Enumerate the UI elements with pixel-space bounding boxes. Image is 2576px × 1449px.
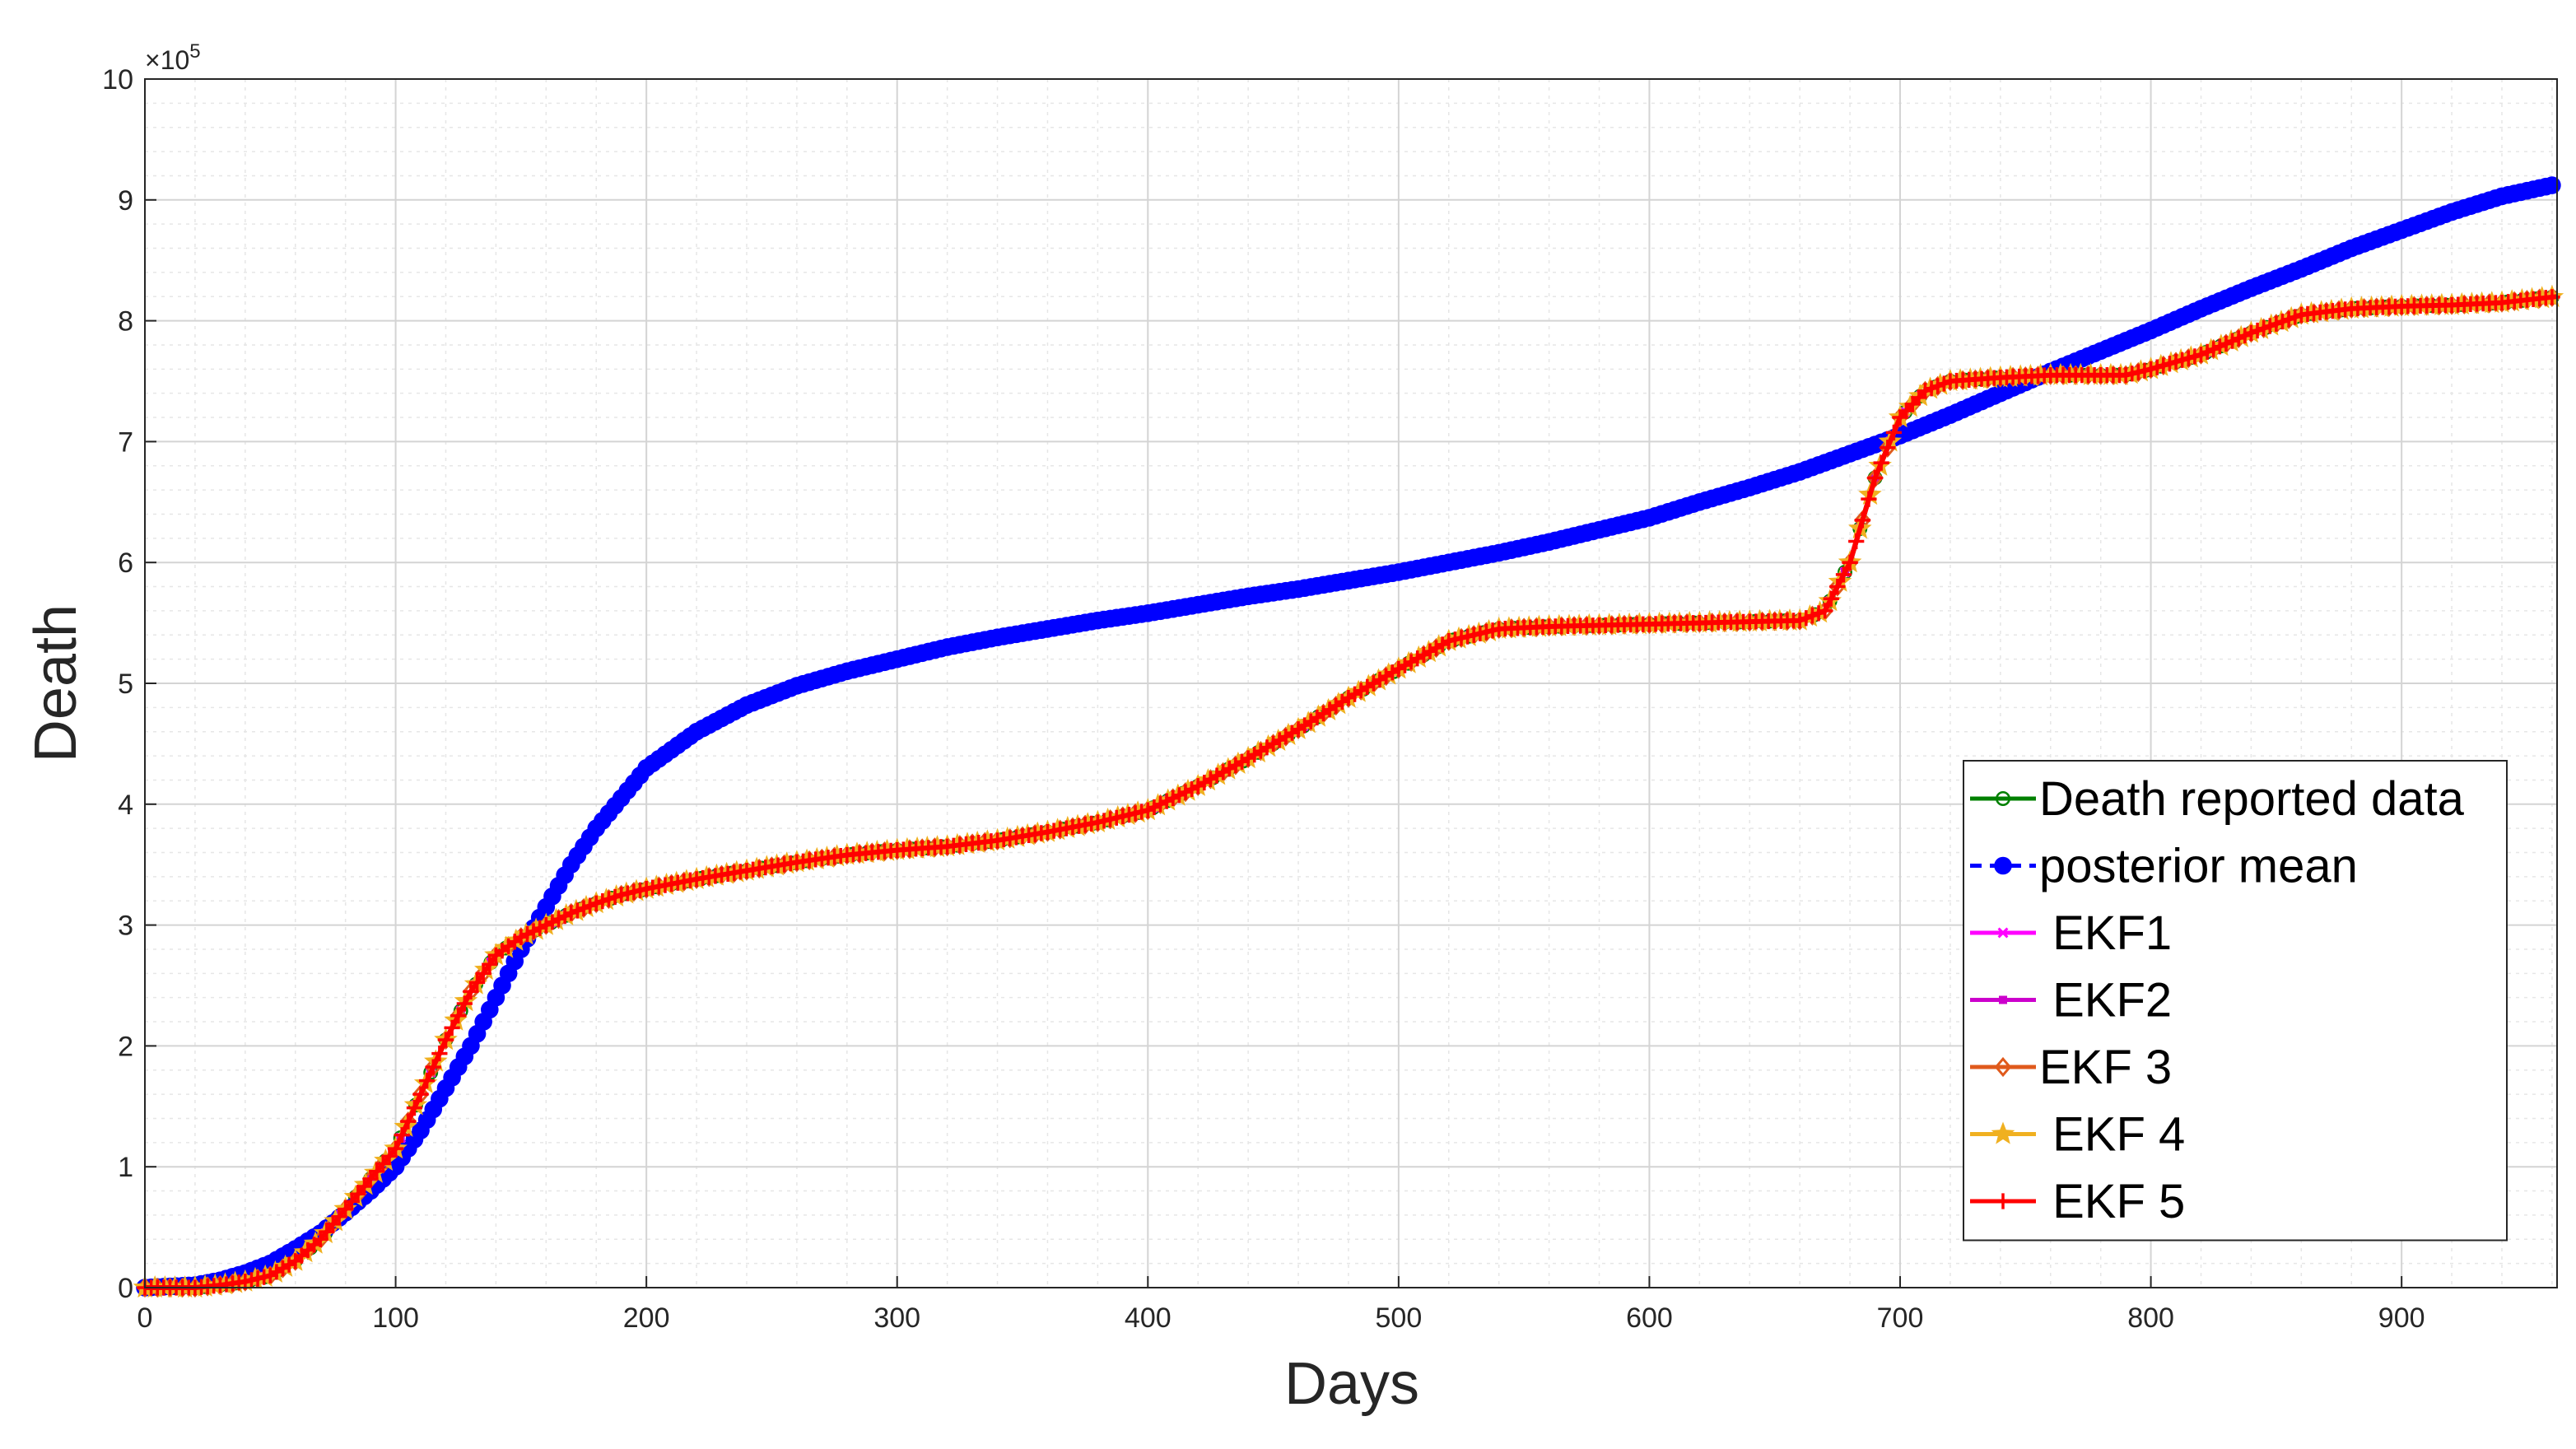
- y-tick-label: 10: [102, 64, 133, 96]
- data-point: [456, 995, 473, 1012]
- data-point: [400, 1113, 417, 1130]
- data-point: [1854, 512, 1870, 529]
- axis-ticks: 0 100 200 300 400 500 600 700 800 900 0 1 2 3 4 5 6 7 8 9 10: [102, 64, 2425, 1334]
- legend-swatch-marker: [1997, 927, 2009, 939]
- legend-swatch-marker: [1995, 1193, 2011, 1209]
- y-tick-label: 8: [118, 306, 133, 338]
- y-tick-label: 0: [118, 1273, 133, 1304]
- legend-entry: EKF 4: [1970, 1108, 2185, 1162]
- data-point: [468, 974, 486, 990]
- y-tick-label: 7: [118, 426, 133, 458]
- data-point: [425, 1059, 441, 1075]
- legend-swatch-marker: [1994, 856, 2012, 875]
- y-tick-label: 2: [118, 1031, 133, 1062]
- legend-label: EKF 3: [2039, 1041, 2172, 1094]
- x-tick-label: 500: [1376, 1302, 1423, 1334]
- legend-box: [1963, 760, 2508, 1242]
- y-exponent-label: ×105: [145, 40, 201, 75]
- y-tick-label: 3: [118, 911, 133, 942]
- legend-label: EKF1: [2039, 906, 2172, 960]
- data-point: [450, 1008, 467, 1024]
- legend-label: EKF 5: [2039, 1175, 2185, 1228]
- data-point: [1823, 590, 1839, 607]
- y-exponent-power: 5: [189, 40, 200, 63]
- data-point: [475, 965, 491, 981]
- data-point: [1885, 424, 1902, 440]
- y-tick-label: 5: [118, 669, 133, 700]
- y-tick-label: 9: [118, 185, 133, 217]
- y-tick-label: 6: [118, 547, 133, 579]
- x-tick-label: 800: [2127, 1302, 2174, 1334]
- y-axis-label: Death: [23, 604, 89, 762]
- legend-label: EKF2: [2039, 974, 2172, 1027]
- data-point: [406, 1100, 423, 1116]
- y-exponent-base: ×10: [145, 45, 189, 75]
- x-tick-label: 700: [1877, 1302, 1924, 1334]
- data-point: [482, 956, 498, 972]
- x-tick-label: 0: [137, 1302, 153, 1334]
- legend-swatch-marker: [1999, 995, 2007, 1004]
- data-point: [1866, 469, 1884, 487]
- x-tick-label: 400: [1125, 1302, 1172, 1334]
- data-point: [444, 1019, 460, 1036]
- x-axis-label: Days: [1284, 1351, 1419, 1417]
- legend-entry: Death reported data: [1970, 772, 2465, 826]
- data-point: [431, 1045, 448, 1062]
- data-point: [1842, 554, 1858, 571]
- x-tick-label: 600: [1626, 1302, 1673, 1334]
- legend-entry: EKF1: [1970, 906, 2172, 960]
- data-point: [1880, 440, 1896, 456]
- legend-label: EKF 4: [2039, 1108, 2185, 1162]
- data-point: [1829, 578, 1846, 595]
- legend-label: Death reported data: [2039, 772, 2465, 826]
- data-point: [1835, 566, 1852, 583]
- legend-entry: EKF 5: [1970, 1175, 2185, 1228]
- y-tick-label: 1: [118, 1152, 133, 1183]
- legend: Death reported data posterior mean EKF1 E…: [1963, 760, 2508, 1242]
- data-point: [437, 1032, 454, 1048]
- y-tick-label: 4: [118, 790, 133, 821]
- data-point: [1873, 454, 1889, 471]
- data-point: [419, 1073, 436, 1089]
- x-tick-label: 100: [372, 1302, 419, 1334]
- x-tick-label: 300: [873, 1302, 920, 1334]
- x-tick-label: 200: [623, 1302, 670, 1334]
- data-point: [1861, 491, 1877, 507]
- legend-entry: EKF2: [1970, 974, 2172, 1027]
- legend-entry: EKF 3: [1970, 1041, 2172, 1094]
- data-point: [463, 983, 479, 999]
- data-point: [1817, 603, 1833, 619]
- x-tick-label: 900: [2378, 1302, 2425, 1334]
- series-6: [137, 289, 2560, 1296]
- data-point: [2543, 176, 2561, 194]
- legend-swatch-marker: [1994, 1056, 2012, 1078]
- legend-swatch-marker: [1996, 791, 2010, 806]
- legend-entry: posterior mean: [1970, 840, 2358, 893]
- data-point: [412, 1086, 429, 1102]
- data-point: [387, 1140, 404, 1157]
- legend-swatch-marker: [1991, 1121, 2015, 1144]
- data-point: [1848, 533, 1865, 550]
- legend-label: posterior mean: [2039, 840, 2358, 893]
- data-point: [394, 1127, 410, 1144]
